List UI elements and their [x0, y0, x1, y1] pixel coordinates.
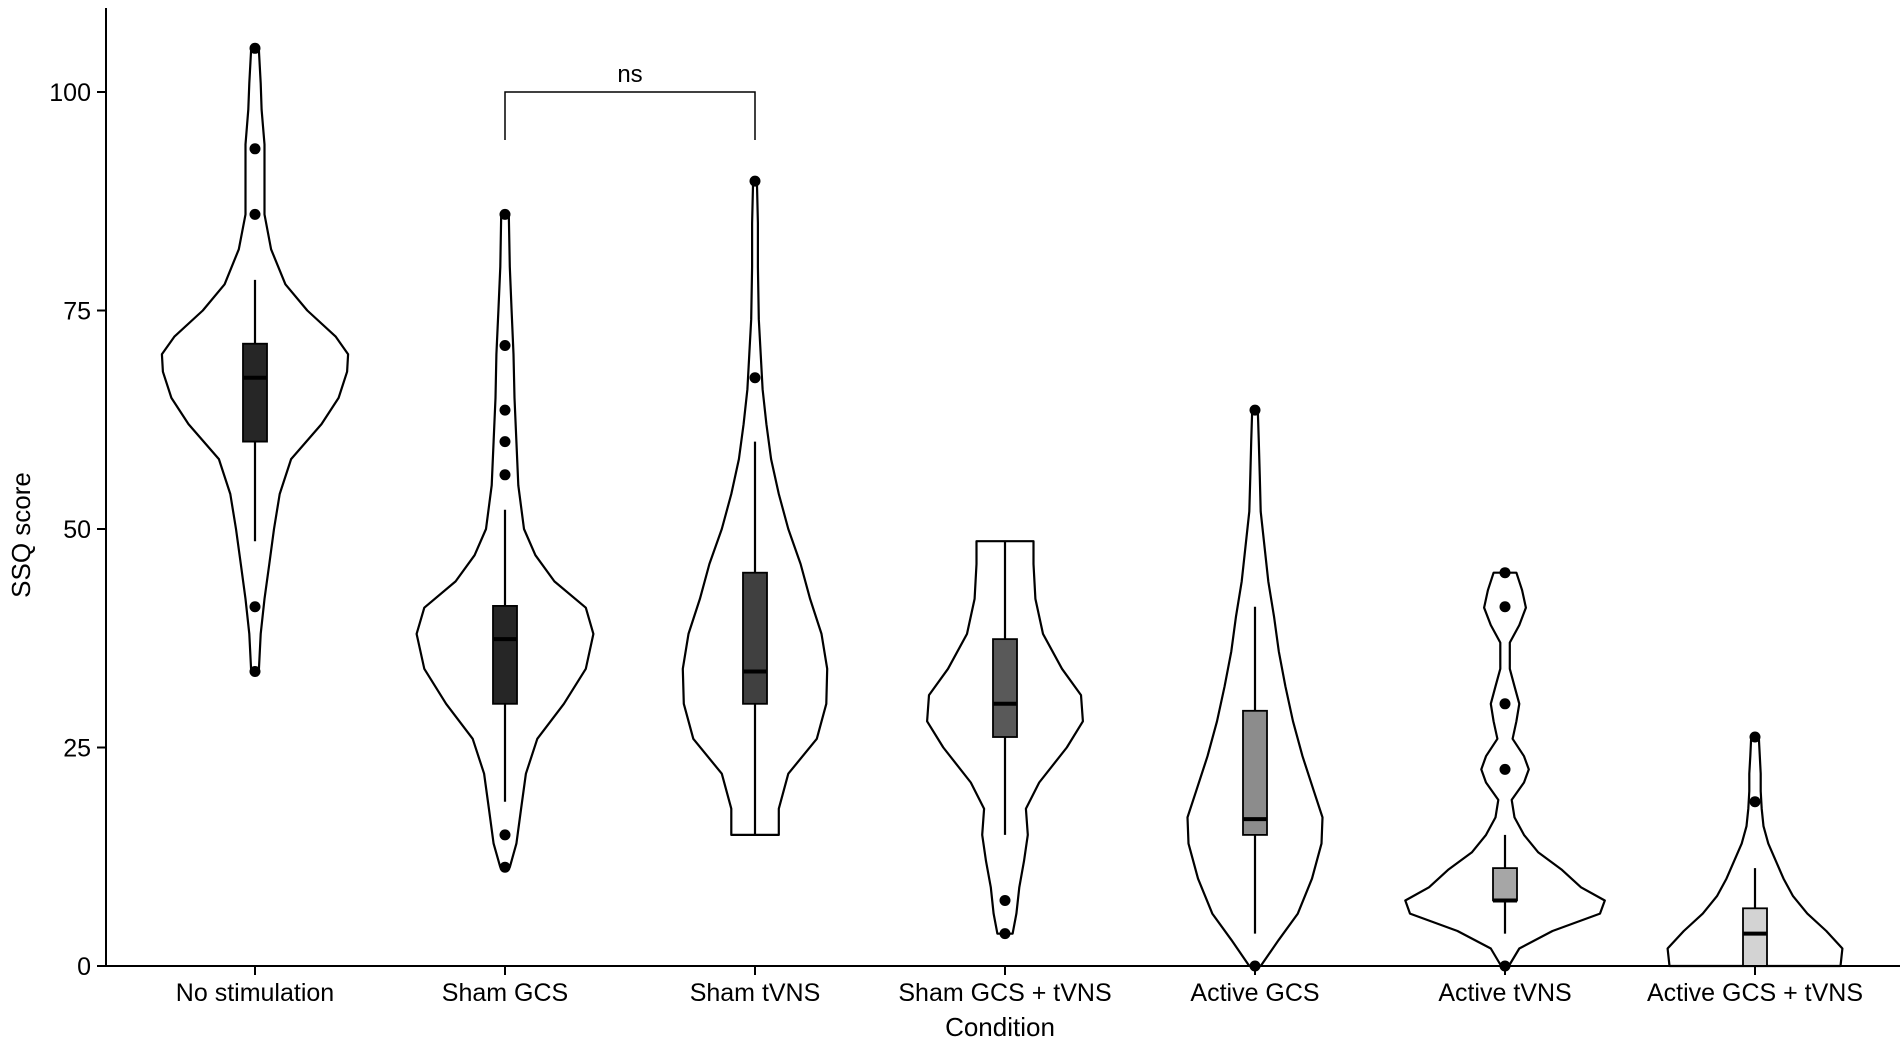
- y-tick-label: 100: [49, 79, 91, 107]
- violin-group: [681, 175, 829, 836]
- outlier-point: [499, 861, 511, 873]
- iqr-box: [242, 342, 268, 443]
- outlier-point: [249, 665, 261, 677]
- outlier-point: [499, 829, 511, 841]
- outlier-point: [749, 175, 761, 187]
- outlier-point: [749, 372, 761, 384]
- x-tick-label: Active tVNS: [1438, 979, 1571, 1007]
- x-axis-title: Condition: [945, 1012, 1055, 1042]
- iqr-box: [1742, 907, 1768, 967]
- violin-group: [1666, 731, 1844, 968]
- outlier-point: [499, 339, 511, 351]
- outlier-point: [499, 208, 511, 220]
- y-axis-title: SSQ score: [6, 472, 36, 598]
- outlier-point: [999, 928, 1011, 940]
- outlier-point: [499, 404, 511, 416]
- outlier-point: [249, 601, 261, 613]
- outlier-point: [499, 436, 511, 448]
- outlier-point: [999, 894, 1011, 906]
- iqr-box: [1242, 709, 1268, 836]
- outlier-point: [1499, 698, 1511, 710]
- y-tick-label: 0: [77, 953, 91, 981]
- x-tick-label: Sham GCS: [442, 979, 568, 1007]
- y-tick-label: 75: [63, 298, 91, 326]
- violin-group: [415, 208, 595, 873]
- y-tick-label: 25: [63, 735, 91, 763]
- violin-group: [1186, 404, 1324, 972]
- axes-layer: 0 25 50 75 100 No stimulation Sham GCS Sham tVN…: [49, 8, 1900, 1007]
- y-tick-label: 50: [63, 516, 91, 544]
- annotations-layer: ns: [504, 61, 756, 140]
- x-tick-label: Active GCS + tVNS: [1647, 979, 1863, 1007]
- violin-group: [160, 42, 350, 677]
- outlier-point: [499, 469, 511, 481]
- x-tick-label: Sham tVNS: [690, 979, 821, 1007]
- violin-group: [1404, 567, 1606, 972]
- x-tick-label: Active GCS: [1190, 979, 1319, 1007]
- outlier-point: [1249, 404, 1261, 416]
- outlier-point: [249, 42, 261, 54]
- iqr-box: [1492, 867, 1518, 902]
- x-tick-label: No stimulation: [176, 979, 334, 1007]
- iqr-box: [742, 571, 768, 705]
- x-tick-label: Sham GCS + tVNS: [898, 979, 1111, 1007]
- significance-label: ns: [617, 61, 642, 88]
- outlier-point: [1749, 731, 1761, 743]
- significance-bracket: [504, 91, 756, 140]
- outlier-point: [249, 208, 261, 220]
- outlier-point: [1499, 567, 1511, 579]
- iqr-box: [992, 638, 1018, 738]
- outlier-point: [1749, 796, 1761, 808]
- violins-layer: [160, 42, 1844, 972]
- violin-group: [926, 540, 1084, 940]
- outlier-point: [249, 143, 261, 155]
- outlier-point: [1499, 763, 1511, 775]
- outlier-point: [1499, 601, 1511, 613]
- iqr-box: [492, 605, 518, 705]
